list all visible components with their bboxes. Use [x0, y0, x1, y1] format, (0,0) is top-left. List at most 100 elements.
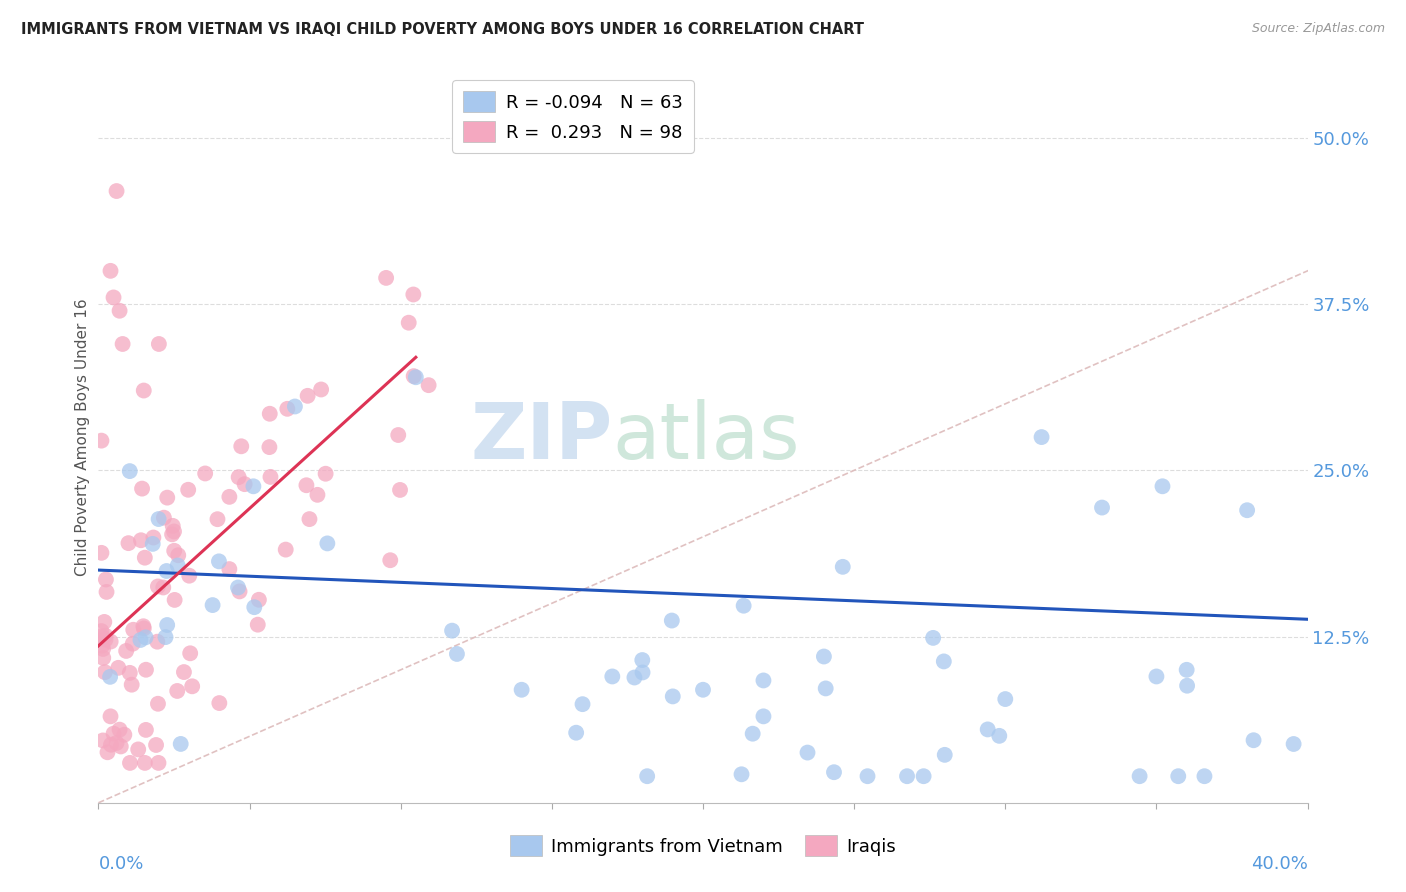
Point [418, 378, 440, 392]
Point [813, 649, 835, 664]
Point [912, 769, 935, 783]
Point [90, 434, 112, 448]
Point [134, 756, 156, 770]
Point [148, 512, 170, 526]
Point [207, 512, 229, 526]
Text: Source: ZipAtlas.com: Source: ZipAtlas.com [1251, 22, 1385, 36]
Point [247, 592, 270, 607]
Point [156, 491, 179, 505]
Point [752, 673, 775, 688]
Point [121, 637, 143, 651]
Point [94, 665, 117, 680]
Point [1236, 503, 1258, 517]
Point [90, 546, 112, 560]
Point [163, 593, 186, 607]
Point [98, 670, 121, 684]
Point [1167, 769, 1189, 783]
Point [389, 483, 412, 497]
Point [96, 745, 118, 759]
Point [402, 369, 425, 384]
Point [295, 478, 318, 492]
Legend: Immigrants from Vietnam, Iraqis: Immigrants from Vietnam, Iraqis [503, 828, 903, 863]
Point [402, 287, 425, 301]
Point [1152, 479, 1174, 493]
Point [91, 642, 114, 657]
Point [571, 697, 593, 711]
Point [118, 464, 141, 478]
Point [132, 384, 155, 398]
Point [856, 769, 879, 783]
Point [122, 623, 145, 637]
Point [932, 654, 955, 668]
Point [142, 537, 165, 551]
Point [135, 631, 157, 645]
Point [173, 665, 195, 679]
Point [155, 630, 177, 644]
Point [441, 624, 464, 638]
Point [142, 531, 165, 545]
Point [1243, 733, 1265, 747]
Point [988, 729, 1011, 743]
Point [1175, 679, 1198, 693]
Point [307, 488, 329, 502]
Point [741, 727, 763, 741]
Point [922, 631, 945, 645]
Point [132, 621, 155, 635]
Point [602, 669, 624, 683]
Point [631, 665, 654, 680]
Point [259, 470, 281, 484]
Point [134, 550, 156, 565]
Point [896, 769, 918, 783]
Point [309, 383, 332, 397]
Point [228, 584, 250, 599]
Point [112, 728, 135, 742]
Point [194, 467, 217, 481]
Point [167, 548, 190, 562]
Point [93, 615, 115, 629]
Point [117, 536, 139, 550]
Point [934, 747, 956, 762]
Point [259, 407, 281, 421]
Point [242, 479, 264, 493]
Point [129, 533, 152, 548]
Point [994, 692, 1017, 706]
Point [446, 647, 468, 661]
Point [166, 558, 188, 573]
Point [96, 585, 118, 599]
Point [1175, 663, 1198, 677]
Point [380, 553, 402, 567]
Point [510, 682, 533, 697]
Point [148, 756, 170, 770]
Point [108, 303, 131, 318]
Point [623, 671, 645, 685]
Point [132, 619, 155, 633]
Point [118, 665, 141, 680]
Point [201, 598, 224, 612]
Point [565, 725, 588, 739]
Point [226, 581, 249, 595]
Point [105, 736, 128, 750]
Point [177, 483, 200, 497]
Point [103, 290, 125, 304]
Point [94, 573, 117, 587]
Point [233, 477, 256, 491]
Point [127, 742, 149, 756]
Point [231, 439, 253, 453]
Point [375, 271, 398, 285]
Point [1129, 769, 1152, 783]
Point [90, 624, 112, 638]
Point [208, 554, 231, 568]
Point [976, 723, 998, 737]
Point [90, 629, 112, 643]
Point [146, 697, 169, 711]
Point [153, 510, 176, 524]
Point [146, 634, 169, 648]
Point [179, 568, 201, 582]
Point [166, 684, 188, 698]
Point [316, 536, 339, 550]
Point [110, 739, 132, 754]
Point [208, 696, 231, 710]
Point [733, 599, 755, 613]
Point [156, 618, 179, 632]
Point [228, 470, 250, 484]
